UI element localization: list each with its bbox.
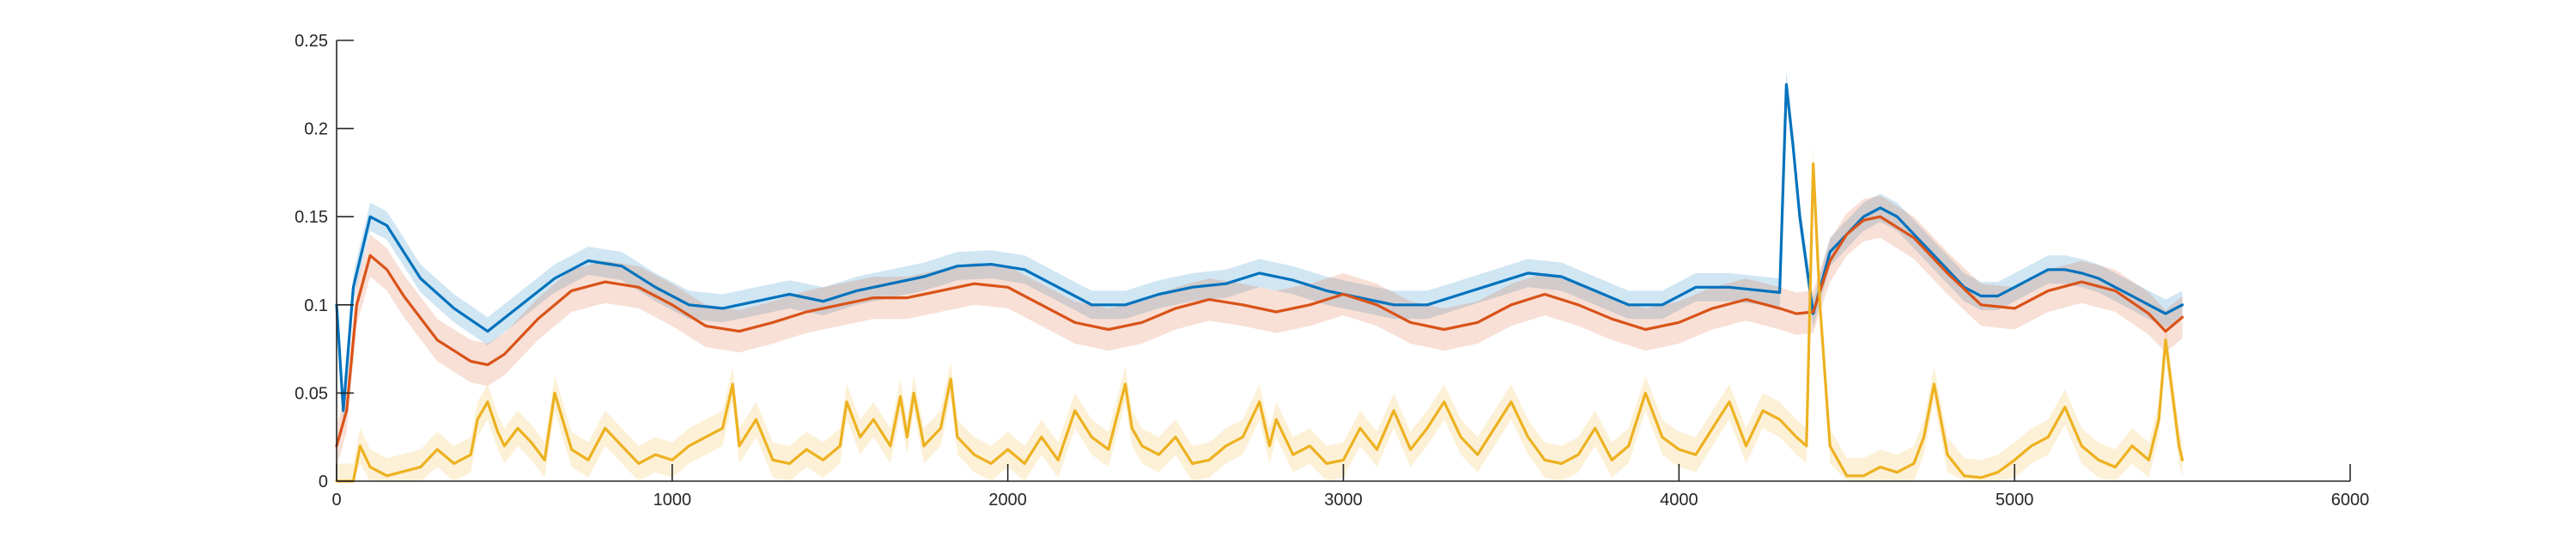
- series-3-band: [337, 146, 2183, 481]
- axes: 0 1000 2000 3000 4000 5000 6000 0 0.05 0.1 0.15 0.2…: [295, 32, 2369, 510]
- series-2-line: [335, 215, 2184, 448]
- y-tick-label: 0: [319, 473, 328, 491]
- x-tick-label: 2000: [988, 491, 1027, 510]
- y-tick-label: 0.2: [304, 120, 328, 139]
- y-tick-label: 0.1: [304, 296, 328, 315]
- y-tick-label: 0.15: [295, 208, 328, 227]
- y-tick-label: 0.05: [295, 384, 328, 403]
- x-tick-label: 6000: [2331, 491, 2370, 510]
- series-3-line: [335, 162, 2184, 483]
- x-tick-label: 5000: [1996, 491, 2034, 510]
- series-1-line: [335, 82, 2184, 412]
- x-tick-label: 3000: [1324, 491, 1363, 510]
- series-2-band: [337, 195, 2183, 467]
- y-tick-label: 0.25: [295, 32, 328, 51]
- x-tick-label: 4000: [1660, 491, 1698, 510]
- x-tick-label: 0: [331, 491, 341, 510]
- series-lines: [335, 82, 2184, 483]
- confidence-bands: [337, 70, 2183, 481]
- x-tick-label: 1000: [653, 491, 692, 510]
